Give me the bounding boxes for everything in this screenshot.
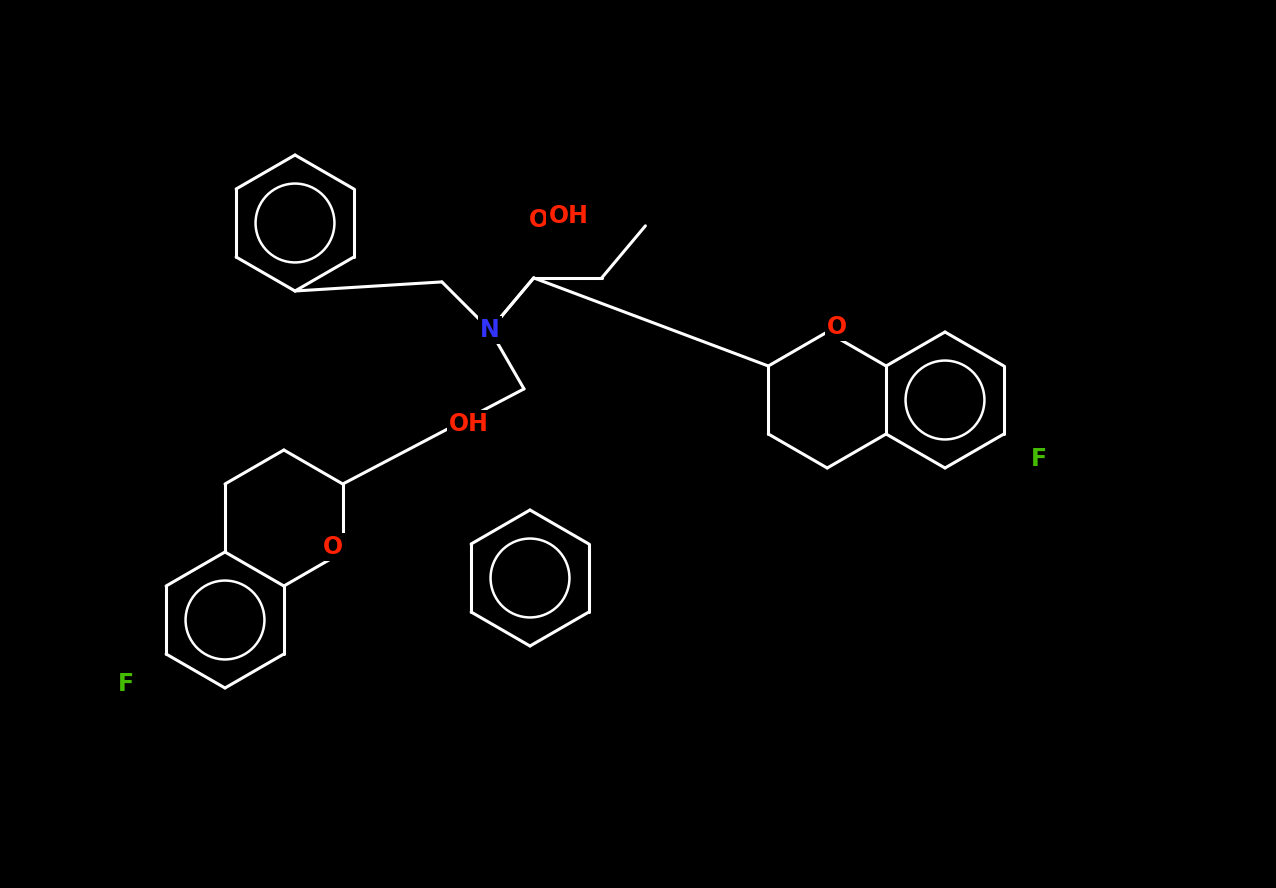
Text: O: O [827,315,847,339]
Text: OH: OH [449,412,489,436]
Text: OH: OH [528,208,569,232]
Text: F: F [119,672,134,696]
Text: O: O [323,535,343,559]
Text: N: N [480,318,500,342]
Text: F: F [1031,447,1046,471]
Text: OH: OH [549,204,588,228]
